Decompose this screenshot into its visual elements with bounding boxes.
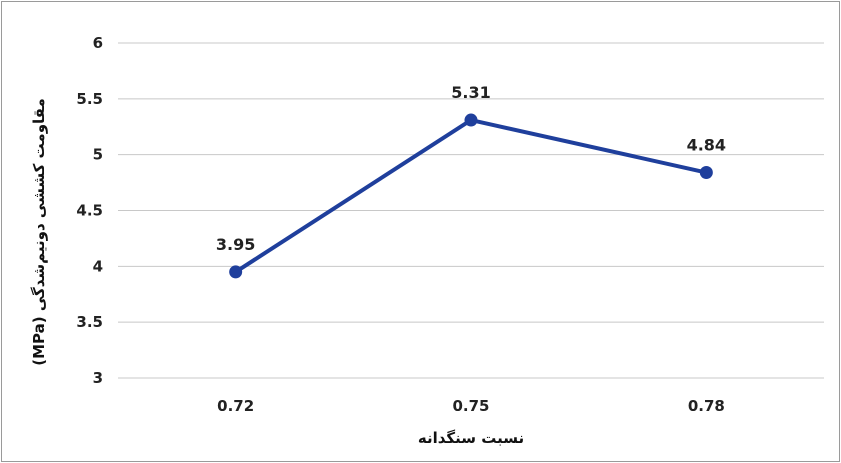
x-axis-title: نسبت سنگدانه bbox=[418, 429, 524, 447]
x-tick-label: 0.75 bbox=[452, 397, 489, 415]
y-axis-title: مقاومت کششی دونیم‌شدگی (MPa) bbox=[30, 98, 48, 366]
data-label: 5.31 bbox=[451, 83, 490, 102]
data-point bbox=[464, 113, 478, 127]
y-tick-label: 3 bbox=[93, 369, 103, 387]
y-tick-label: 4.5 bbox=[76, 202, 103, 220]
data-label: 3.95 bbox=[216, 235, 255, 254]
data-points bbox=[229, 113, 713, 279]
y-tick-label: 6 bbox=[93, 34, 103, 52]
gridlines bbox=[118, 42, 824, 379]
series-line-path bbox=[234, 118, 707, 274]
y-tick-label: 5.5 bbox=[76, 90, 103, 108]
y-tick-label: 4 bbox=[93, 257, 103, 275]
data-labels: 3.95 5.31 4.84 bbox=[216, 83, 726, 254]
y-axis-ticks: 3 3.5 4 4.5 5 5.5 6 bbox=[76, 34, 103, 387]
y-tick-label: 3.5 bbox=[76, 313, 103, 331]
data-point bbox=[229, 265, 243, 279]
x-axis-ticks: 0.72 0.75 0.78 bbox=[217, 397, 725, 415]
y-tick-label: 5 bbox=[93, 146, 103, 164]
x-tick-label: 0.78 bbox=[688, 397, 725, 415]
x-tick-label: 0.72 bbox=[217, 397, 254, 415]
data-label: 4.84 bbox=[687, 136, 726, 155]
data-point bbox=[699, 166, 713, 180]
series-line bbox=[234, 118, 707, 274]
